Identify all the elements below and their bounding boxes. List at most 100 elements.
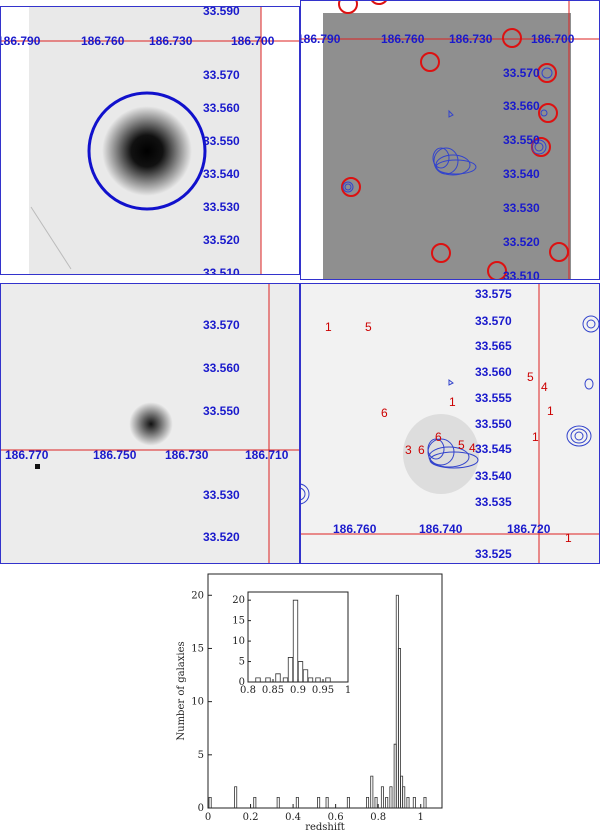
dec-tick-label: 33.575: [475, 287, 512, 301]
dec-tick-label: 33.560: [203, 361, 240, 375]
histogram-bar: [389, 786, 393, 808]
xray-contours: [342, 67, 553, 193]
ra-tick-label: 186.740: [419, 522, 463, 536]
histogram-bar: [208, 796, 212, 808]
redshift-marker: 3: [405, 443, 412, 457]
dec-tick-label: 33.570: [203, 318, 240, 332]
redshift-marker: 1: [449, 395, 456, 409]
inset-x-tick-label: 0.8: [240, 685, 256, 696]
source-circles: [338, 1, 569, 279]
dec-tick-label: 33.540: [475, 469, 512, 483]
histogram-bar: [380, 786, 384, 808]
histogram-bar: [317, 796, 321, 808]
inset-bar: [302, 669, 309, 682]
ra-tick-label: 186.790: [1, 34, 41, 48]
dec-tick-label: 33.540: [203, 167, 240, 181]
dec-tick-label: 33.565: [475, 339, 512, 353]
dec-tick-label: 33.530: [203, 488, 240, 502]
inset-y-tick-label: 0: [239, 677, 245, 688]
inset-bar: [297, 661, 304, 682]
xray-contours: [301, 315, 599, 505]
histogram-bar: [412, 796, 416, 808]
inset-y-tick-label: 5: [239, 657, 245, 668]
histogram-bar: [370, 775, 374, 808]
inset-bars: [255, 599, 331, 682]
histogram-bar: [325, 796, 329, 808]
histogram-x-label: redshift: [305, 822, 345, 833]
inset-x-tick-label: 0.85: [262, 685, 284, 696]
dec-tick-label: 33.520: [203, 233, 240, 247]
ra-tick-label: 186.770: [5, 448, 49, 462]
ra-tick-label: 186.700: [531, 32, 575, 46]
y-tick-label: 20: [191, 590, 204, 601]
panel-optical-aperture-image: 186.790 186.760 186.730 186.700 33.590 3…: [1, 7, 299, 274]
histogram-bar: [385, 796, 389, 808]
y-tick-label: 5: [198, 750, 204, 761]
inset-y-ticks: 0 5 10 15 20: [232, 595, 251, 688]
ra-tick-label: 186.790: [301, 32, 341, 46]
panel-2-sky: [323, 13, 571, 279]
dec-tick-label: 33.535: [475, 495, 512, 509]
dec-tick-label: 33.545: [475, 442, 512, 456]
dec-tick-label: 33.520: [503, 235, 540, 249]
panel-optical-zoom-image: 186.770 186.750 186.730 186.710 33.570 3…: [1, 284, 299, 563]
redshift-marker: 6: [435, 430, 442, 444]
inset-bar: [265, 677, 271, 682]
panel-optical-aperture: 186.790 186.760 186.730 186.700 33.590 3…: [0, 6, 300, 275]
dec-tick-label: 33.530: [503, 201, 540, 215]
histogram-x-ticks: 0 0.2 0.4 0.6 0.8 1: [205, 804, 424, 823]
histogram-bars: [208, 594, 427, 808]
dec-tick-label: 33.550: [203, 404, 240, 418]
redshift-marker: 1: [565, 531, 572, 545]
redshift-marker: 5: [365, 320, 372, 334]
histogram-bar: [423, 796, 427, 808]
ra-tick-label: 186.760: [81, 34, 125, 48]
inset-bar: [307, 677, 314, 682]
inset-bar: [325, 677, 331, 682]
aperture-circle: [87, 91, 207, 211]
histogram-bar: [406, 796, 410, 808]
inset-x-tick-label: 0.95: [312, 685, 334, 696]
inset-x-tick-label: 1: [345, 685, 351, 696]
dec-tick-label: 33.560: [475, 365, 512, 379]
inset-bar: [275, 673, 281, 682]
central-galaxy: [129, 402, 173, 446]
dec-tick-label: 33.570: [203, 68, 240, 82]
ra-tick-label: 186.760: [381, 32, 425, 46]
dec-tick-label: 33.560: [203, 101, 240, 115]
x-tick-label: 0: [205, 812, 211, 823]
dec-tick-label: 33.510: [503, 269, 540, 280]
panel-xray-zoom: 1 5 6 1 3 6 6 5 4 5 4 1 1 1 186.760 186.…: [300, 283, 600, 564]
x-tick-label: 0.8: [370, 812, 386, 823]
ra-tick-label: 186.750: [93, 448, 137, 462]
dec-tick-label: 33.520: [203, 530, 240, 544]
dec-tick-label: 33.525: [475, 547, 512, 561]
redshift-marker: 1: [532, 430, 539, 444]
ra-tick-label: 186.760: [333, 522, 377, 536]
redshift-marker: 1: [547, 404, 554, 418]
histogram-bar: [276, 796, 280, 808]
inset-bar: [292, 599, 299, 682]
histogram-bar: [253, 796, 257, 808]
y-tick-label: 10: [191, 697, 204, 708]
histogram-main-frame: [207, 573, 443, 809]
histogram-y-ticks: 0 5 10 15 20: [191, 590, 212, 814]
dec-tick-label: 33.550: [203, 134, 240, 148]
ra-tick-label: 186.730: [165, 448, 209, 462]
histogram-bar: [374, 796, 378, 808]
histogram-y-label: Number of galaxies: [176, 641, 187, 740]
dec-tick-label: 33.570: [503, 66, 540, 80]
histogram-bar: [366, 796, 370, 808]
dec-tick-label: 33.570: [475, 314, 512, 328]
redshift-marker: 1: [325, 320, 332, 334]
dec-tick-label: 33.550: [475, 417, 512, 431]
inset-y-tick-label: 10: [232, 636, 245, 647]
dec-tick-label: 33.530: [203, 200, 240, 214]
histogram-bar: [295, 796, 299, 808]
ra-tick-label: 186.710: [245, 448, 289, 462]
dec-tick-label: 33.540: [503, 167, 540, 181]
ra-tick-label: 186.700: [231, 34, 275, 48]
dec-tick-label: 33.560: [503, 99, 540, 113]
panel-optical-zoom: 186.770 186.750 186.730 186.710 33.570 3…: [0, 283, 300, 564]
inset-bar: [255, 677, 261, 682]
